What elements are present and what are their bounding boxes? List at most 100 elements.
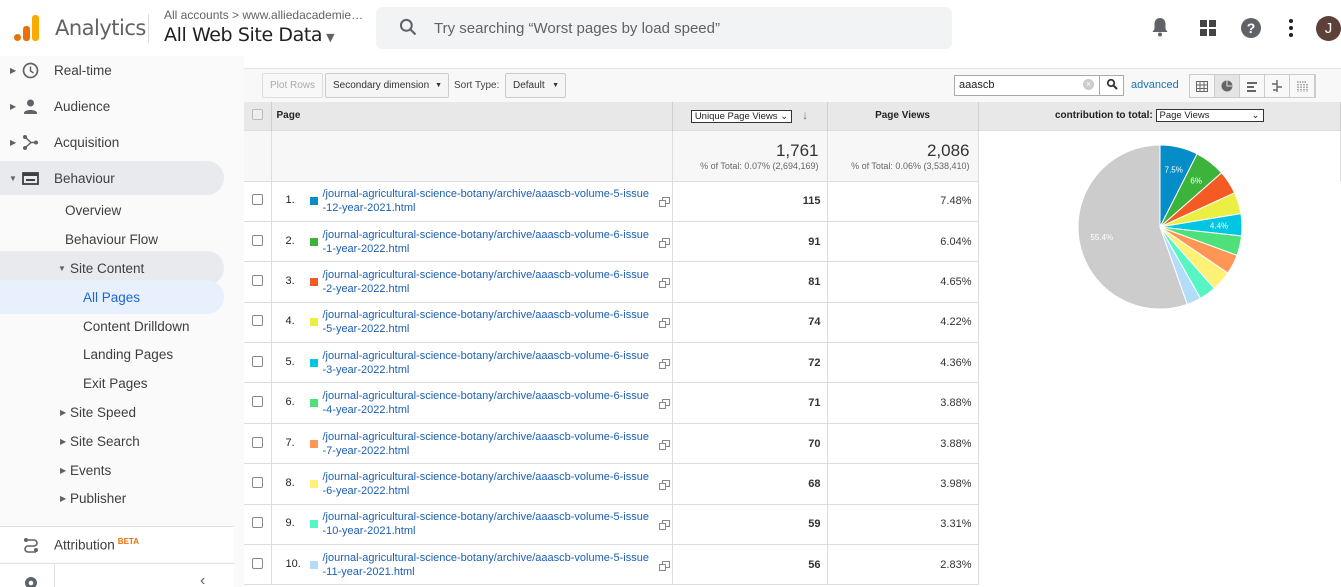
row-number: 5. [285, 355, 295, 368]
analytics-logo [14, 15, 40, 41]
help-icon[interactable]: ? [1241, 18, 1261, 38]
page-link[interactable]: /journal-agricultural-science-botany/arc… [322, 228, 649, 255]
avatar[interactable]: J [1316, 16, 1341, 41]
series-color-swatch [309, 237, 318, 246]
open-external-icon[interactable] [658, 277, 670, 288]
clear-icon[interactable]: × [1083, 79, 1094, 90]
row-number: 7. [285, 436, 295, 449]
open-external-icon[interactable] [658, 358, 670, 369]
row-checkbox[interactable] [251, 315, 263, 327]
contribution-header: contribution to total: Page Views ⌄ [978, 102, 1341, 130]
pie-slice[interactable] [1077, 143, 1188, 309]
contribution-metric-select[interactable]: Page Views ⌄ [1155, 109, 1264, 123]
page-link[interactable]: /journal-agricultural-science-botany/arc… [322, 430, 649, 457]
table-toolbar: Plot Rows Secondary dimension ▼ Sort Type… [244, 68, 1341, 102]
sidebar-item-exit-pages[interactable]: Exit Pages [0, 366, 224, 400]
pie-view-icon[interactable] [1215, 75, 1240, 97]
open-external-icon[interactable] [658, 197, 670, 208]
select-all-checkbox[interactable] [251, 108, 263, 120]
open-external-icon[interactable] [658, 560, 670, 571]
row-checkbox[interactable] [251, 234, 263, 246]
bell-icon[interactable] [1151, 16, 1169, 38]
row-checkbox[interactable] [251, 274, 263, 286]
open-external-icon[interactable] [658, 439, 670, 450]
sidebar-item-landing-pages[interactable]: Landing Pages [0, 337, 224, 371]
table-view-icon[interactable] [1190, 75, 1215, 97]
row-checkbox[interactable] [251, 436, 263, 448]
open-external-icon[interactable] [658, 520, 670, 531]
account-breadcrumb[interactable]: All accounts > www.alliedacademies.o... [164, 8, 366, 22]
sidebar-item-real-time[interactable]: ▶ Real-time [0, 56, 224, 87]
dropdown-label: Secondary dimension [333, 80, 430, 91]
sidebar-item-label: All Pages [83, 289, 141, 305]
table-row: 5. /journal-agricultural-science-botany/… [244, 342, 1341, 384]
page-link[interactable]: /journal-agricultural-science-botany/arc… [322, 551, 649, 578]
pivot-view-icon[interactable] [1290, 75, 1315, 97]
sort-desc-arrow-icon[interactable]: ↓ [802, 108, 809, 123]
page-views-pct-cell: 4.36% [827, 342, 979, 384]
sidebar-item-acquisition[interactable]: ▶ Acquisition [0, 125, 224, 159]
sidebar-item-label: Site Speed [70, 404, 137, 420]
row-checkbox[interactable] [251, 194, 263, 206]
row-checkbox[interactable] [251, 396, 263, 408]
sidebar-item-all-pages[interactable]: All Pages [0, 280, 224, 314]
sidebar-item-behaviour-flow[interactable]: Behaviour Flow [0, 222, 224, 256]
apps-grid-icon[interactable] [1200, 20, 1216, 36]
sidebar-item-behaviour[interactable]: ▼ Behaviour [0, 161, 224, 195]
secondary-dimension-dropdown[interactable]: Secondary dimension ▼ [325, 73, 449, 98]
caret-right-icon: ▶ [60, 407, 67, 417]
open-external-icon[interactable] [658, 399, 670, 410]
row-checkbox[interactable] [251, 476, 263, 488]
row-checkbox[interactable] [251, 355, 263, 367]
more-vert-icon[interactable] [1289, 19, 1293, 37]
table-filter-input[interactable]: aaascb × [954, 75, 1124, 96]
sidebar-item-label: Audience [54, 98, 111, 114]
column-header-page-views[interactable]: Page Views [827, 102, 979, 130]
metric-selector[interactable]: Unique Page Views ⌄ [690, 110, 793, 124]
sidebar-item-content-drilldown[interactable]: Content Drilldown [0, 309, 224, 343]
performance-view-icon[interactable] [1240, 75, 1265, 97]
gear-icon[interactable] [23, 575, 39, 587]
page-link[interactable]: /journal-agricultural-science-botany/arc… [322, 188, 649, 215]
sort-type-dropdown[interactable]: Default ▼ [505, 73, 566, 98]
page-link[interactable]: /journal-agricultural-science-botany/arc… [322, 470, 649, 497]
open-external-icon[interactable] [658, 237, 670, 248]
filter-search-button[interactable] [1099, 75, 1124, 96]
row-checkbox[interactable] [251, 557, 263, 569]
sidebar-item-events[interactable]: ▶ Events [0, 453, 224, 487]
page-link[interactable]: /journal-agricultural-science-botany/arc… [322, 511, 649, 538]
view-selector[interactable]: All Web Site Data ▼ [164, 24, 335, 46]
caret-right-icon: ▶ [60, 465, 67, 475]
page-link[interactable]: /journal-agricultural-science-botany/arc… [322, 390, 649, 417]
page-link[interactable]: /journal-agricultural-science-botany/arc… [322, 268, 649, 295]
sidebar-item-audience[interactable]: ▶ Audience [0, 89, 224, 123]
sidebar-item-attribution[interactable]: Attribution BETA [0, 526, 234, 562]
sidebar-item-label: Events [70, 462, 112, 478]
open-external-icon[interactable] [658, 318, 670, 329]
plot-rows-button[interactable]: Plot Rows [262, 73, 324, 98]
column-header-page[interactable]: Page [271, 102, 673, 130]
open-external-icon[interactable] [658, 479, 670, 490]
attribution-icon [24, 538, 38, 553]
comparison-view-icon[interactable] [1265, 75, 1290, 97]
page-views-pct-cell: 3.88% [827, 422, 979, 465]
table-row: 1. /journal-agricultural-science-botany/… [244, 180, 1341, 222]
collapse-chevron-icon[interactable]: ‹ [200, 572, 206, 587]
sidebar-item-site-content[interactable]: ▼ Site Content [0, 251, 224, 285]
sidebar-item-site-search[interactable]: ▶ Site Search [0, 424, 224, 458]
page-link[interactable]: /journal-agricultural-science-botany/arc… [322, 309, 649, 336]
pie-slice-label: 4.4% [1209, 221, 1227, 230]
sidebar-item-site-speed[interactable]: ▶ Site Speed [0, 395, 224, 429]
sidebar-item-overview[interactable]: Overview [0, 193, 224, 227]
search-bar[interactable]: Try searching “Worst pages by load speed… [376, 7, 952, 49]
unique-page-views-cell: 91 [672, 220, 828, 263]
row-checkbox[interactable] [251, 517, 263, 529]
page-views-pct-cell: 6.04% [827, 220, 979, 263]
page-link[interactable]: /journal-agricultural-science-botany/arc… [322, 349, 649, 376]
search-placeholder: Try searching “Worst pages by load speed… [434, 20, 720, 37]
column-header-unique-page-views[interactable]: Unique Page Views ⌄ ↓ [672, 102, 828, 130]
advanced-filter-link[interactable]: advanced [1131, 79, 1179, 91]
sidebar-item-publisher[interactable]: ▶ Publisher [0, 481, 224, 515]
view-type-switcher [1189, 74, 1316, 98]
sidebar-item-label: Landing Pages [83, 346, 174, 362]
